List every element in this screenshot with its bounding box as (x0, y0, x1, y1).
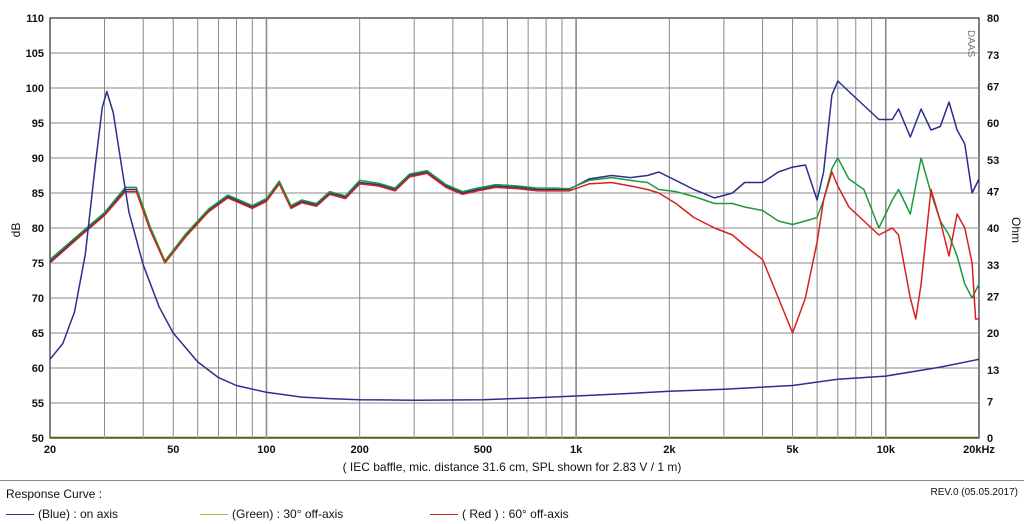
y-tick-label: 105 (26, 48, 44, 60)
legend-label-red: ( Red ) : 60° off-axis (462, 507, 569, 521)
y2-tick-label: 33 (987, 260, 999, 272)
y-tick-label: 75 (32, 258, 44, 270)
y2-tick-label: 47 (987, 186, 999, 198)
x-tick-label: 500 (474, 444, 492, 456)
legend-item-red: ( Red ) : 60° off-axis (430, 507, 569, 521)
footer: Response Curve : REV.0 (05.05.2017) (Blu… (0, 480, 1024, 524)
x-tick-label: 20kHz (963, 444, 995, 456)
legend-swatch-blue (6, 514, 34, 516)
y2-tick-label: 60 (987, 118, 999, 130)
legend-label-green: (Green) : 30° off-axis (232, 507, 344, 521)
x-tick-label: 20 (44, 444, 56, 456)
x-tick-label: 2k (663, 444, 676, 456)
response-chart: 20 50 100 200 500 1k 2k 5k 10k 20kHz5055606570758… (9, 13, 1023, 474)
series-line (49, 157, 980, 299)
series-line (49, 80, 980, 263)
y2-tick-label: 40 (987, 223, 999, 235)
y2-tick-label: 67 (987, 81, 999, 93)
y-tick-label: 70 (32, 293, 44, 305)
revision-label: REV.0 (05.05.2017) (930, 487, 1018, 498)
series-line (49, 171, 979, 334)
x-tick-label: 1k (570, 444, 583, 456)
y2-axis-label: Ohm (1009, 217, 1023, 243)
x-tick-label: 10k (877, 444, 896, 456)
y-tick-label: 80 (32, 223, 44, 235)
y2-tick-label: 0 (987, 433, 993, 445)
legend-item-blue: (Blue) : on axis (6, 507, 118, 521)
y-tick-label: 95 (32, 118, 44, 130)
y2-tick-label: 80 (987, 13, 999, 25)
y-tick-label: 100 (26, 83, 44, 95)
y2-tick-label: 27 (987, 291, 999, 303)
x-tick-label: 100 (257, 444, 275, 456)
y-tick-label: 60 (32, 363, 44, 375)
legend-item-green: (Green) : 30° off-axis (200, 507, 343, 521)
y-axis-label: dB (9, 223, 23, 238)
y-tick-label: 110 (26, 13, 44, 25)
y2-tick-label: 73 (987, 50, 999, 62)
footer-caption: Response Curve : (6, 487, 103, 501)
y2-tick-label: 20 (987, 328, 999, 340)
series-group (49, 80, 980, 438)
y-tick-label: 55 (32, 398, 44, 410)
y-tick-label: 85 (32, 188, 44, 200)
y2-tick-label: 7 (987, 396, 993, 408)
watermark: DAAS (965, 30, 976, 58)
y-tick-label: 65 (32, 328, 44, 340)
y-tick-label: 90 (32, 153, 44, 165)
x-axis-label: ( IEC baffle, mic. distance 31.6 cm, SPL… (343, 460, 682, 474)
legend-label-blue: (Blue) : on axis (38, 507, 119, 521)
tick-labels: 20 50 100 200 500 1k 2k 5k 10k 20kHz5055606570758… (26, 13, 1000, 456)
legend-swatch-green (200, 514, 228, 516)
series-line (49, 90, 980, 401)
grid (50, 18, 979, 438)
legend-swatch-red (430, 514, 458, 516)
x-tick-label: 200 (350, 444, 368, 456)
y-tick-label: 50 (32, 433, 44, 445)
y2-tick-label: 53 (987, 155, 999, 167)
x-tick-label: 50 (167, 444, 179, 456)
y2-tick-label: 13 (987, 365, 999, 377)
x-tick-label: 5k (786, 444, 799, 456)
